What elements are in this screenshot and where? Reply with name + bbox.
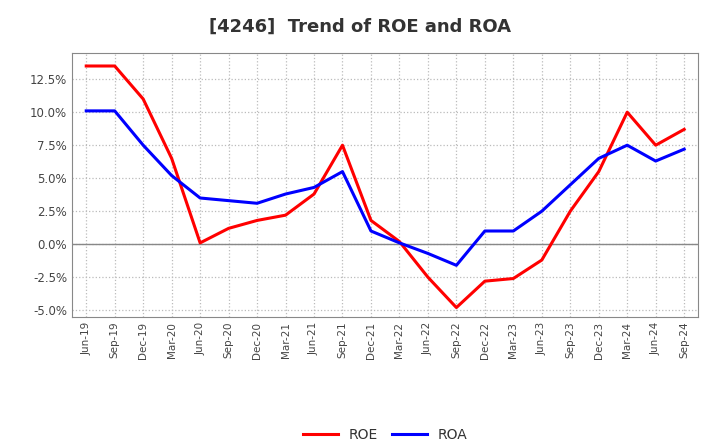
ROA	[566, 182, 575, 187]
ROA	[139, 143, 148, 148]
ROE	[566, 209, 575, 214]
ROE	[423, 275, 432, 280]
ROE	[225, 226, 233, 231]
ROA	[623, 143, 631, 148]
ROE	[310, 191, 318, 197]
ROA	[82, 108, 91, 114]
ROA	[537, 209, 546, 214]
ROA	[110, 108, 119, 114]
ROE	[509, 276, 518, 281]
ROE	[366, 218, 375, 223]
ROE	[338, 143, 347, 148]
ROA	[196, 195, 204, 201]
ROA	[595, 156, 603, 161]
ROA	[509, 228, 518, 234]
ROE	[623, 110, 631, 115]
ROA	[395, 240, 404, 246]
ROE	[282, 213, 290, 218]
ROE	[110, 63, 119, 69]
ROE	[395, 239, 404, 244]
ROE	[196, 240, 204, 246]
ROE	[652, 143, 660, 148]
ROA	[167, 173, 176, 178]
ROE	[167, 156, 176, 161]
ROA	[452, 263, 461, 268]
Line: ROE: ROE	[86, 66, 684, 308]
ROE	[595, 169, 603, 174]
ROE	[82, 63, 91, 69]
Legend: ROE, ROA: ROE, ROA	[297, 422, 473, 440]
ROE	[253, 218, 261, 223]
ROE	[452, 305, 461, 310]
ROA	[480, 228, 489, 234]
Text: [4246]  Trend of ROE and ROA: [4246] Trend of ROE and ROA	[209, 18, 511, 36]
ROA	[338, 169, 347, 174]
ROA	[282, 191, 290, 197]
ROA	[423, 251, 432, 256]
Line: ROA: ROA	[86, 111, 684, 265]
ROA	[680, 147, 688, 152]
ROE	[480, 279, 489, 284]
ROA	[366, 228, 375, 234]
ROA	[652, 158, 660, 164]
ROA	[310, 185, 318, 190]
ROA	[253, 201, 261, 206]
ROE	[139, 96, 148, 102]
ROE	[680, 127, 688, 132]
ROA	[225, 198, 233, 203]
ROE	[537, 257, 546, 263]
